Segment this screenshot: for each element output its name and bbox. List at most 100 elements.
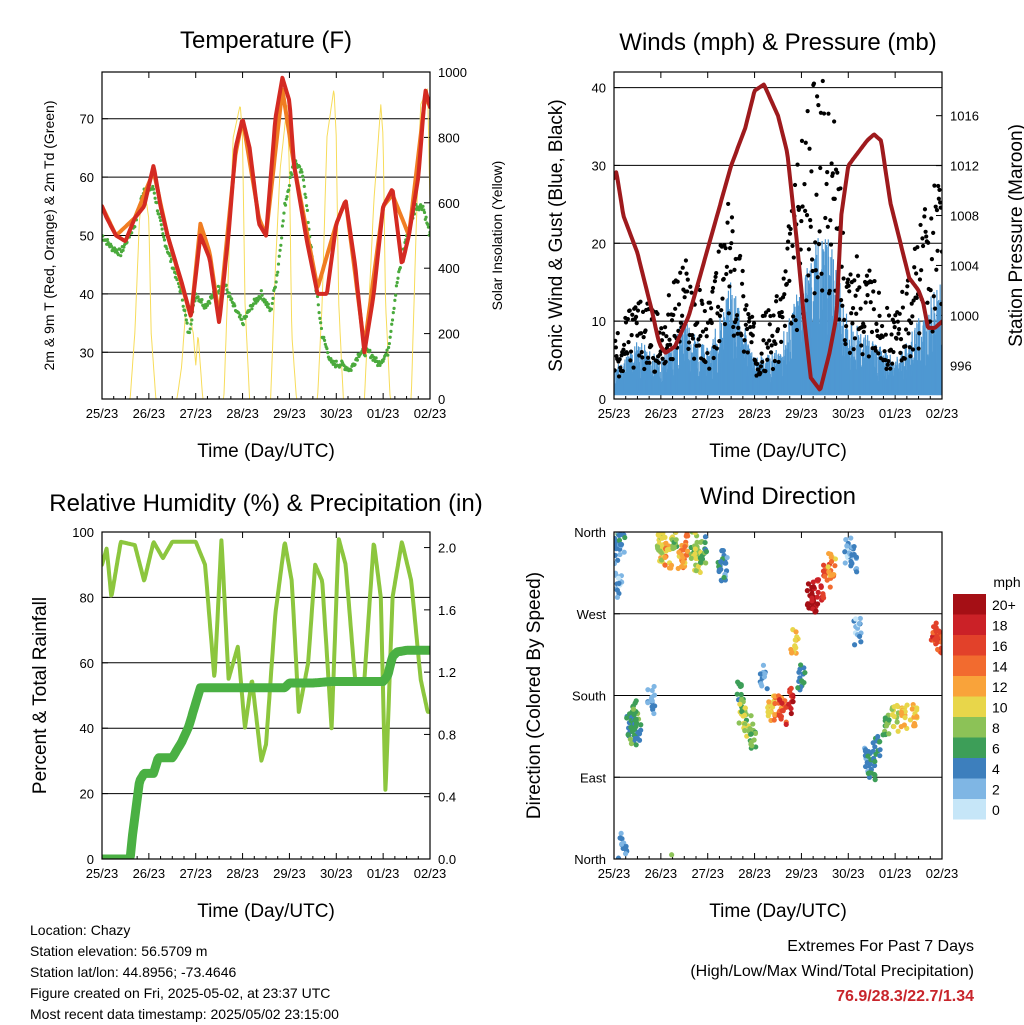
gust-point bbox=[869, 279, 874, 285]
gust-point bbox=[891, 320, 897, 325]
gust-point bbox=[843, 341, 848, 347]
dewpoint-point bbox=[160, 227, 164, 231]
gust-point bbox=[820, 78, 825, 84]
direction-point bbox=[822, 573, 828, 579]
y-tick-label: 30 bbox=[592, 158, 606, 173]
location-text: Location: Chazy bbox=[30, 922, 131, 938]
gust-point bbox=[649, 343, 654, 348]
dewpoint-point bbox=[190, 318, 194, 322]
gust-point bbox=[715, 304, 721, 309]
legend-swatch bbox=[953, 758, 986, 779]
direction-point bbox=[891, 713, 897, 720]
gust-point bbox=[671, 312, 676, 318]
direction-point bbox=[654, 544, 661, 550]
gust-point bbox=[864, 273, 870, 278]
gust-point bbox=[666, 312, 671, 317]
gust-point bbox=[615, 331, 620, 336]
direction-point bbox=[651, 683, 657, 690]
gust-point bbox=[741, 349, 747, 354]
y2-tick-label: 1000 bbox=[438, 65, 467, 80]
direction-point bbox=[703, 560, 709, 566]
direction-point bbox=[914, 707, 920, 713]
gust-point bbox=[884, 366, 889, 371]
dewpoint-point bbox=[279, 243, 283, 247]
gust-point bbox=[823, 215, 828, 221]
direction-point bbox=[842, 549, 848, 555]
direction-point bbox=[742, 705, 748, 711]
gust-point bbox=[809, 257, 815, 262]
dewpoint-point bbox=[105, 238, 110, 242]
gust-point bbox=[813, 268, 818, 273]
y2-tick-label: 1.2 bbox=[438, 665, 456, 680]
direction-point bbox=[867, 761, 873, 767]
gust-point bbox=[865, 293, 870, 298]
gust-point bbox=[770, 366, 776, 372]
gust-point bbox=[799, 138, 805, 144]
gust-point bbox=[871, 289, 876, 294]
direction-point bbox=[891, 723, 897, 730]
direction-point bbox=[827, 584, 833, 590]
dewpoint-point bbox=[119, 254, 123, 258]
direction-point bbox=[851, 543, 857, 550]
direction-point bbox=[738, 697, 744, 703]
gust-point bbox=[896, 331, 901, 336]
direction-point bbox=[622, 851, 629, 857]
gust-point bbox=[830, 171, 835, 176]
gust-point bbox=[917, 331, 922, 336]
dewpoint-point bbox=[304, 195, 308, 200]
gust-point bbox=[768, 313, 773, 319]
direction-point bbox=[875, 733, 881, 740]
direction-point bbox=[795, 685, 801, 691]
gust-point bbox=[722, 322, 728, 327]
gust-point bbox=[668, 342, 673, 347]
gust-point bbox=[680, 313, 685, 318]
gust-point bbox=[619, 353, 624, 358]
dewpoint-point bbox=[349, 368, 353, 372]
direction-point bbox=[631, 712, 637, 718]
legend-swatch bbox=[953, 778, 986, 799]
gust-point bbox=[910, 314, 915, 319]
direction-point bbox=[862, 747, 869, 753]
dewpoint-point bbox=[353, 362, 357, 367]
dewpoint-point bbox=[301, 178, 306, 182]
dewpoint-point bbox=[297, 165, 302, 169]
y-axis-label-left: Percent & Total Rainfall bbox=[30, 597, 51, 794]
gust-point bbox=[908, 320, 914, 326]
gust-point bbox=[928, 288, 933, 293]
gust-point bbox=[816, 103, 821, 108]
direction-point bbox=[844, 543, 850, 549]
dewpoint-point bbox=[319, 326, 324, 331]
direction-point bbox=[698, 559, 704, 566]
legend-swatch bbox=[953, 696, 986, 717]
dewpoint-point bbox=[277, 254, 281, 258]
gust-point bbox=[716, 249, 721, 254]
dewpoint-point bbox=[306, 220, 310, 225]
legend-swatch bbox=[953, 737, 986, 758]
gust-point bbox=[684, 271, 689, 276]
direction-point bbox=[909, 706, 915, 712]
gust-point bbox=[907, 345, 912, 350]
gust-point bbox=[811, 81, 817, 86]
dewpoint-point bbox=[158, 215, 162, 220]
gust-point bbox=[818, 110, 823, 115]
gust-point bbox=[663, 359, 668, 364]
dewpoint-point bbox=[196, 295, 200, 299]
dewpoint-point bbox=[382, 357, 386, 361]
dewpoint-point bbox=[303, 192, 307, 196]
gust-point bbox=[794, 327, 800, 333]
gust-point bbox=[903, 327, 909, 332]
gust-point bbox=[724, 264, 730, 269]
gust-point bbox=[788, 226, 793, 232]
gust-point bbox=[743, 307, 748, 312]
gust-point bbox=[769, 343, 774, 348]
dewpoint-point bbox=[305, 208, 309, 212]
x-tick-label: 28/23 bbox=[738, 866, 771, 881]
direction-point bbox=[680, 559, 686, 565]
direction-point bbox=[872, 744, 878, 750]
gust-point bbox=[886, 359, 891, 364]
gust-point bbox=[797, 205, 802, 210]
dewpoint-point bbox=[283, 203, 288, 207]
legend-label: 18 bbox=[992, 618, 1008, 634]
dewpoint-point bbox=[316, 303, 320, 307]
gust-point bbox=[629, 333, 634, 338]
